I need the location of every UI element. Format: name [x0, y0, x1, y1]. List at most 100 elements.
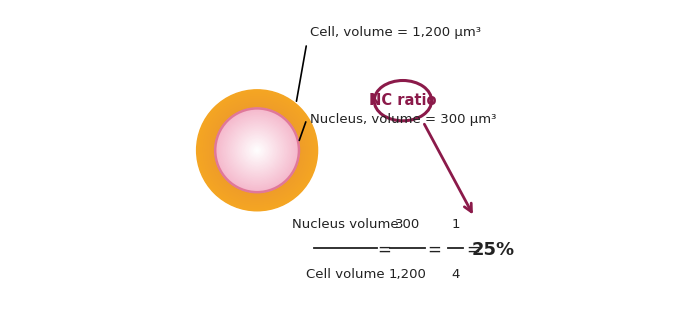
Circle shape: [254, 147, 261, 154]
Circle shape: [247, 140, 267, 161]
Circle shape: [245, 138, 269, 162]
Circle shape: [242, 135, 272, 166]
Circle shape: [236, 129, 278, 172]
Circle shape: [204, 97, 310, 204]
Circle shape: [215, 108, 299, 192]
Circle shape: [246, 139, 268, 162]
Circle shape: [239, 132, 275, 168]
Circle shape: [236, 129, 278, 172]
Circle shape: [246, 139, 268, 162]
Circle shape: [198, 92, 316, 209]
Circle shape: [229, 122, 285, 178]
Circle shape: [235, 128, 279, 172]
Circle shape: [251, 144, 263, 156]
Circle shape: [231, 124, 283, 177]
Circle shape: [231, 124, 283, 177]
Circle shape: [222, 115, 293, 186]
Circle shape: [234, 126, 281, 174]
Circle shape: [238, 131, 276, 169]
Circle shape: [224, 117, 290, 183]
Circle shape: [255, 148, 259, 152]
Circle shape: [240, 133, 274, 168]
Circle shape: [218, 111, 296, 190]
Circle shape: [247, 140, 267, 160]
Circle shape: [221, 114, 294, 187]
Circle shape: [226, 119, 289, 182]
Circle shape: [245, 138, 269, 163]
Circle shape: [230, 123, 284, 177]
Circle shape: [241, 134, 273, 167]
Circle shape: [248, 141, 266, 159]
Circle shape: [216, 109, 299, 192]
Circle shape: [216, 109, 299, 192]
Circle shape: [200, 94, 314, 207]
Circle shape: [234, 127, 280, 173]
Circle shape: [237, 130, 277, 171]
Circle shape: [233, 126, 281, 174]
Circle shape: [233, 126, 281, 175]
Circle shape: [244, 137, 270, 164]
Circle shape: [254, 147, 260, 153]
Circle shape: [251, 144, 263, 156]
Circle shape: [220, 113, 295, 188]
Circle shape: [217, 110, 297, 190]
Circle shape: [228, 121, 286, 180]
Circle shape: [247, 141, 267, 160]
Text: =: =: [427, 241, 441, 259]
Circle shape: [234, 127, 281, 173]
Text: 25%: 25%: [471, 241, 514, 259]
Circle shape: [211, 104, 303, 197]
Circle shape: [216, 110, 298, 191]
Circle shape: [229, 122, 285, 178]
Circle shape: [253, 146, 261, 155]
Circle shape: [227, 120, 287, 180]
Circle shape: [250, 143, 264, 157]
Circle shape: [215, 108, 299, 192]
Circle shape: [242, 135, 272, 165]
Circle shape: [219, 112, 295, 189]
Circle shape: [197, 90, 318, 211]
Circle shape: [222, 115, 292, 186]
Circle shape: [254, 147, 260, 153]
Text: 1,200: 1,200: [388, 268, 426, 281]
Circle shape: [238, 131, 276, 169]
Text: Cell volume: Cell volume: [306, 268, 385, 281]
Circle shape: [256, 150, 258, 151]
Circle shape: [256, 149, 258, 152]
Circle shape: [228, 121, 286, 180]
Circle shape: [252, 145, 263, 156]
Circle shape: [249, 142, 265, 158]
Circle shape: [227, 120, 287, 181]
Circle shape: [240, 134, 274, 167]
Circle shape: [226, 119, 288, 182]
Circle shape: [231, 125, 283, 176]
Circle shape: [230, 123, 284, 177]
Text: Nucleus volume: Nucleus volume: [292, 218, 399, 231]
Circle shape: [243, 136, 271, 164]
Circle shape: [207, 100, 307, 201]
Circle shape: [202, 96, 312, 205]
Circle shape: [238, 131, 276, 170]
Text: Nucleus, volume = 300 μm³: Nucleus, volume = 300 μm³: [310, 113, 496, 126]
Text: =: =: [377, 241, 391, 259]
Circle shape: [250, 143, 264, 157]
Text: 300: 300: [395, 218, 420, 231]
Circle shape: [198, 91, 316, 210]
Circle shape: [225, 118, 290, 182]
Circle shape: [223, 116, 292, 185]
Circle shape: [236, 129, 278, 171]
Circle shape: [206, 99, 308, 202]
Circle shape: [223, 115, 292, 185]
Text: Cell, volume = 1,200 μm³: Cell, volume = 1,200 μm³: [310, 26, 481, 39]
Text: =: =: [466, 241, 480, 259]
Circle shape: [200, 93, 314, 208]
Ellipse shape: [375, 80, 432, 121]
Circle shape: [217, 110, 297, 191]
Text: 1: 1: [451, 218, 460, 231]
Circle shape: [205, 98, 310, 203]
Circle shape: [223, 116, 292, 184]
Circle shape: [220, 113, 294, 187]
Circle shape: [209, 103, 305, 198]
Circle shape: [208, 101, 307, 200]
Circle shape: [221, 114, 294, 187]
